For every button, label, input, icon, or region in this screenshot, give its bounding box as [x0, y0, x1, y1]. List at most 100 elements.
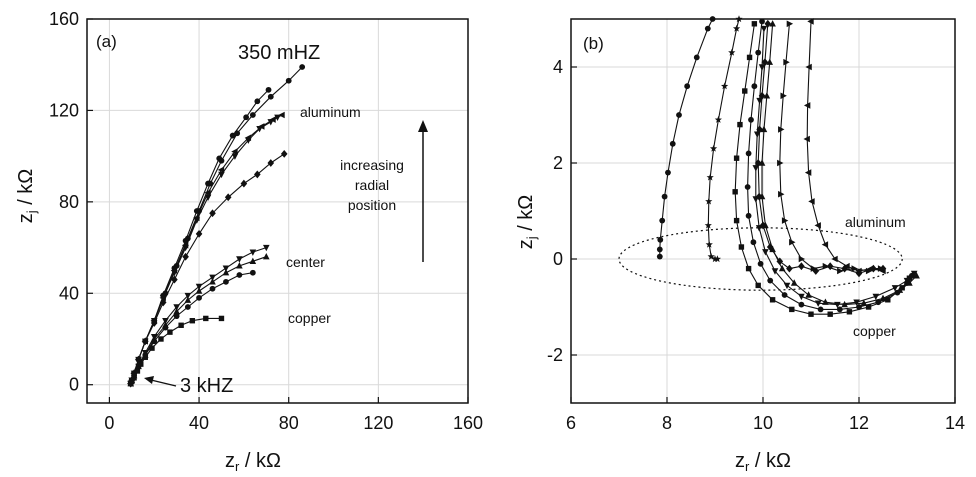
data-point — [265, 86, 272, 93]
y-axis-symbol: z — [15, 213, 37, 223]
data-point — [808, 198, 815, 205]
data-point — [229, 132, 236, 139]
data-point — [910, 270, 918, 278]
x-tick-label: 160 — [453, 413, 483, 433]
data-point — [173, 304, 180, 311]
data-point — [661, 193, 668, 200]
data-point — [745, 212, 752, 219]
data-point — [771, 268, 779, 275]
data-point — [776, 257, 784, 266]
data-point — [149, 345, 155, 351]
data-point — [814, 300, 822, 307]
data-point — [751, 83, 758, 90]
y-tick-label: 0 — [553, 249, 563, 269]
data-point — [853, 299, 860, 306]
data-point — [218, 315, 225, 322]
data-point — [753, 131, 761, 138]
data-point — [891, 285, 899, 292]
arrow-label-line-2: radial — [355, 177, 389, 193]
data-point — [704, 25, 711, 32]
data-point — [798, 262, 805, 271]
y-axis-unit: / kΩ — [15, 169, 37, 211]
data-point — [762, 249, 769, 256]
x-tick-label: 10 — [753, 413, 773, 433]
data-point — [262, 244, 270, 252]
data-point — [659, 217, 666, 224]
data-point — [856, 304, 862, 310]
data-point — [243, 114, 250, 121]
data-point — [184, 304, 191, 310]
data-point — [240, 179, 248, 188]
data-point — [855, 269, 863, 278]
data-point — [280, 149, 288, 158]
data-point — [755, 282, 761, 289]
data-point — [705, 197, 713, 205]
series-line — [779, 23, 881, 272]
data-point — [267, 159, 275, 167]
data-point — [173, 307, 180, 315]
data-point — [184, 296, 192, 303]
label-copper-b: copper — [853, 323, 896, 339]
data-point — [223, 278, 229, 285]
data-point — [706, 173, 714, 181]
data-point — [236, 262, 243, 269]
series-line — [806, 21, 884, 272]
data-point — [778, 190, 785, 198]
panel-b-y-axis-title: zj / kΩ — [515, 195, 539, 250]
data-point — [851, 265, 858, 272]
label-copper-a: copper — [288, 310, 331, 326]
data-point — [755, 49, 762, 56]
data-point — [732, 24, 741, 32]
label-aluminum-a: aluminum — [300, 104, 361, 120]
data-point — [178, 322, 184, 328]
data-point — [657, 236, 664, 243]
data-point — [167, 329, 173, 335]
data-point — [865, 304, 872, 310]
panel-a-ticks: 0 40 80 120 160 0 40 80 120 160 — [49, 9, 483, 433]
dotted-ellipse — [618, 227, 903, 291]
data-point — [709, 144, 718, 152]
data-point — [783, 58, 790, 66]
data-point — [778, 264, 786, 272]
data-point — [162, 318, 169, 325]
series-4 — [744, 18, 915, 313]
data-point — [814, 222, 821, 229]
data-point — [903, 277, 911, 285]
panel-a-plot-area — [86, 18, 469, 404]
data-point — [758, 91, 766, 100]
y-tick-label: 160 — [49, 9, 79, 29]
data-point — [138, 361, 144, 367]
data-point — [896, 286, 904, 293]
series-line — [130, 272, 253, 384]
data-point — [162, 324, 169, 331]
y-tick-label: 40 — [59, 283, 79, 303]
data-point — [769, 245, 776, 253]
data-point — [203, 315, 209, 322]
x-tick-label: 8 — [662, 413, 672, 433]
data-point — [783, 282, 791, 290]
data-point — [760, 125, 768, 133]
data-point — [249, 249, 257, 256]
data-point — [278, 111, 285, 119]
x-axis-unit: / kΩ — [749, 450, 791, 472]
data-point — [159, 295, 167, 302]
data-point — [769, 297, 776, 303]
series-6 — [127, 244, 270, 388]
panel-b-ellipse — [618, 227, 903, 291]
y-axis-subscript: j — [524, 236, 539, 240]
data-point — [254, 170, 261, 179]
data-point — [913, 272, 920, 279]
data-point — [158, 336, 164, 342]
series-8 — [127, 269, 256, 387]
data-point — [732, 189, 738, 195]
y-tick-label: 2 — [553, 153, 563, 173]
data-point — [817, 306, 824, 313]
data-point — [764, 19, 772, 28]
panel-b-grid — [570, 19, 956, 403]
data-point — [249, 269, 256, 276]
panel-a-x-axis-title: zr / kΩ — [225, 450, 281, 474]
series-1 — [656, 16, 716, 260]
data-point — [204, 194, 212, 201]
